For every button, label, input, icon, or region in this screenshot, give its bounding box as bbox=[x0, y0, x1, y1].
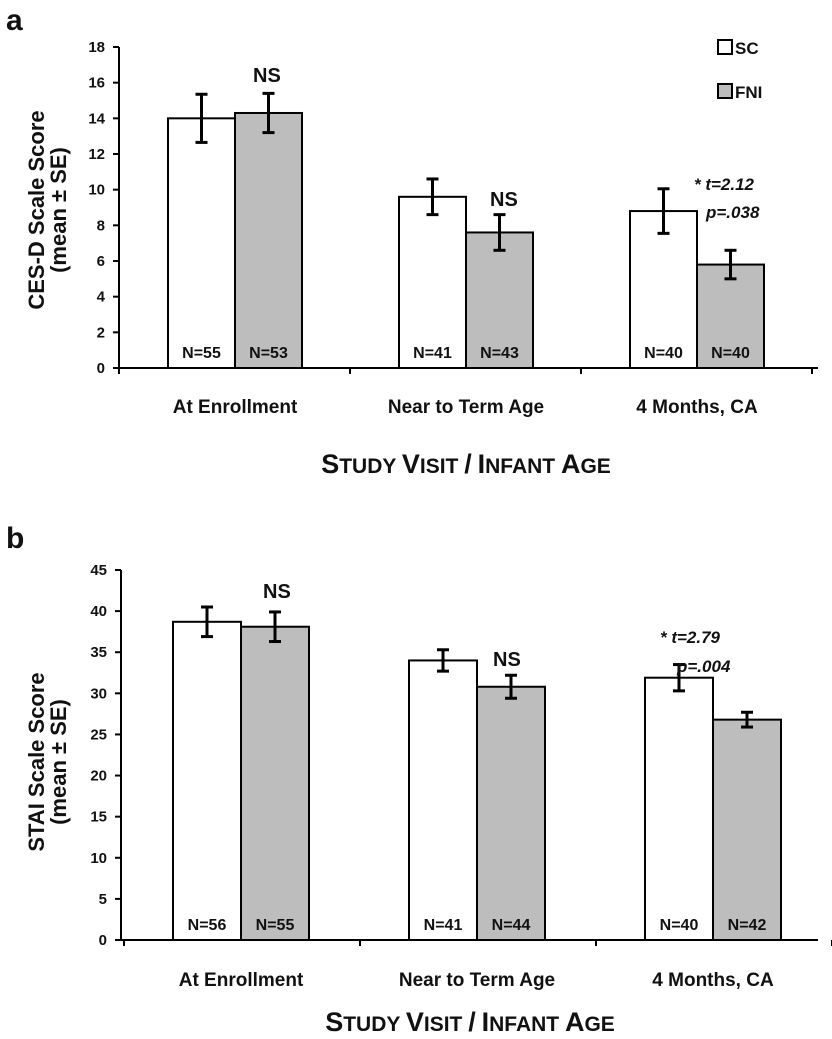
panel-a-plot: 0 2 4 6 8 10 12 14 16 18 N=55 N=53 At Enrollment N=41… bbox=[88, 39, 818, 418]
panel-a-annotation-ns-1: NS bbox=[253, 65, 281, 87]
panel-a-annotation-ns-2: NS bbox=[490, 189, 518, 211]
panel-b-category-label: 4 Months, CA bbox=[652, 970, 774, 991]
panel-a-ytick-label: 10 bbox=[88, 182, 105, 199]
xlabel-initial: S bbox=[325, 1007, 343, 1037]
panel-a-ytick-label: 4 bbox=[97, 289, 106, 306]
panel-b-plot: 0 5 10 15 20 25 30 35 40 45 N=56 N=55 At Enrollment N… bbox=[90, 562, 832, 991]
panel-a-ytick-label: 6 bbox=[97, 253, 105, 270]
panel-a-bar-fni-1 bbox=[465, 231, 534, 369]
panel-b-n-label: N=56 bbox=[188, 917, 227, 934]
panel-b-annotation-ns-1: NS bbox=[263, 581, 291, 603]
panel-a: a CES-D Scale Score (mean ± SE) STUDY VI… bbox=[6, 4, 818, 479]
panel-b-bar-sc-2 bbox=[644, 676, 714, 941]
panel-b-ytick-label: 20 bbox=[90, 768, 107, 785]
xlabel-initial: A bbox=[561, 449, 581, 479]
panel-b-bar-fni-0 bbox=[240, 625, 310, 941]
panel-b-category-label: Near to Term Age bbox=[399, 970, 555, 991]
xlabel-initial: / bbox=[468, 1007, 476, 1037]
xlabel-initial: V bbox=[406, 1007, 424, 1037]
panel-a-n-label: N=41 bbox=[413, 345, 452, 362]
panel-a-n-label: N=43 bbox=[480, 345, 519, 362]
panel-b-ytick-label: 10 bbox=[90, 850, 107, 867]
panel-b-ylabel-line2: (mean ± SE) bbox=[46, 699, 71, 825]
panel-b-xlabel: STUDY VISIT / INFANT AGE bbox=[325, 1007, 615, 1037]
panel-a-bar-sc-0 bbox=[167, 117, 236, 370]
panel-b-annotation-p: p=.004 bbox=[676, 657, 731, 676]
panel-a-ytick-label: 18 bbox=[88, 39, 105, 56]
panel-b-n-label: N=55 bbox=[256, 917, 295, 934]
panel-b-ytick-label: 25 bbox=[90, 726, 107, 743]
panel-b-ytick-label: 5 bbox=[99, 891, 107, 908]
panel-b-ytick-label: 15 bbox=[90, 809, 107, 826]
panel-b-bar-sc-1 bbox=[408, 659, 478, 941]
panel-a-category-label: At Enrollment bbox=[173, 397, 298, 418]
panel-a-xlabel: STUDY VISIT / INFANT AGE bbox=[321, 449, 611, 479]
panel-b-ytick-label: 0 bbox=[99, 932, 107, 949]
panel-a-bar-sc-1 bbox=[398, 195, 467, 369]
panel-b-ytick-label: 40 bbox=[90, 603, 107, 620]
panel-b-n-label: N=44 bbox=[492, 917, 531, 934]
xlabel-initial: V bbox=[402, 449, 420, 479]
panel-b-ytick-label: 35 bbox=[90, 644, 107, 661]
panel-a-bar-sc-2 bbox=[629, 210, 698, 369]
xlabel-rest: TUDY bbox=[343, 1013, 400, 1036]
legend-swatch-fni bbox=[717, 83, 733, 99]
panel-a-ylabel-line1: CES-D Scale Score bbox=[24, 110, 49, 309]
panel-a-category-label: 4 Months, CA bbox=[636, 397, 758, 418]
panel-a-ytick-label: 12 bbox=[88, 146, 105, 163]
panel-a-ytick-label: 8 bbox=[97, 217, 105, 234]
xlabel-rest: NFANT bbox=[485, 455, 555, 478]
panel-b-bar-fni-1 bbox=[476, 685, 546, 941]
panel-b-n-label: N=42 bbox=[728, 917, 767, 934]
xlabel-initial: A bbox=[565, 1007, 585, 1037]
panel-a-ytick-label: 14 bbox=[88, 110, 105, 127]
legend-label-fni: FNI bbox=[735, 83, 762, 102]
legend-label-sc: SC bbox=[735, 39, 759, 58]
xlabel-initial: / bbox=[464, 449, 472, 479]
panel-a-annotation-t: * t=2.12 bbox=[694, 175, 755, 194]
panel-a-annotation-p: p=.038 bbox=[705, 203, 760, 222]
legend: SC FNI bbox=[717, 39, 762, 102]
xlabel-rest: GE bbox=[584, 1013, 614, 1036]
panel-a-ytick-label: 16 bbox=[88, 75, 105, 92]
panel-a-bar-fni-0 bbox=[234, 111, 303, 369]
panel-a-ytick-label: 0 bbox=[97, 360, 105, 377]
panel-a-ylabel-line2: (mean ± SE) bbox=[46, 147, 71, 273]
panel-b-category-label: At Enrollment bbox=[179, 970, 304, 991]
panel-a-label: a bbox=[6, 4, 23, 37]
xlabel-rest: GE bbox=[580, 455, 610, 478]
panel-a-n-label: N=55 bbox=[182, 345, 221, 362]
xlabel-rest: ISIT bbox=[424, 1013, 463, 1036]
xlabel-rest: TUDY bbox=[339, 455, 396, 478]
panel-a-n-label: N=40 bbox=[644, 345, 683, 362]
legend-swatch-sc bbox=[717, 39, 733, 55]
panel-b: b STAI Scale Score (mean ± SE) STUDY VIS… bbox=[6, 522, 832, 1037]
panel-a-n-label: N=53 bbox=[249, 345, 288, 362]
xlabel-rest: NFANT bbox=[489, 1013, 559, 1036]
panel-b-bar-sc-0 bbox=[172, 620, 242, 941]
xlabel-initial: S bbox=[321, 449, 339, 479]
panel-b-ytick-label: 45 bbox=[90, 562, 107, 579]
panel-a-ytick-label: 2 bbox=[97, 324, 105, 341]
xlabel-initial: I bbox=[478, 449, 486, 479]
xlabel-rest: ISIT bbox=[420, 455, 459, 478]
xlabel-initial: I bbox=[482, 1007, 490, 1037]
panel-b-annotation-t: * t=2.79 bbox=[660, 628, 721, 647]
panel-a-n-label: N=40 bbox=[711, 345, 750, 362]
panel-b-label: b bbox=[6, 522, 24, 555]
panel-b-annotation-ns-2: NS bbox=[493, 649, 521, 671]
panel-b-bar-fni-2 bbox=[712, 718, 782, 942]
panel-b-ylabel-line1: STAI Scale Score bbox=[24, 672, 49, 851]
panel-b-n-label: N=41 bbox=[424, 917, 463, 934]
panel-b-ytick-label: 30 bbox=[90, 685, 107, 702]
panel-b-n-label: N=40 bbox=[660, 917, 699, 934]
panel-a-category-label: Near to Term Age bbox=[388, 397, 544, 418]
